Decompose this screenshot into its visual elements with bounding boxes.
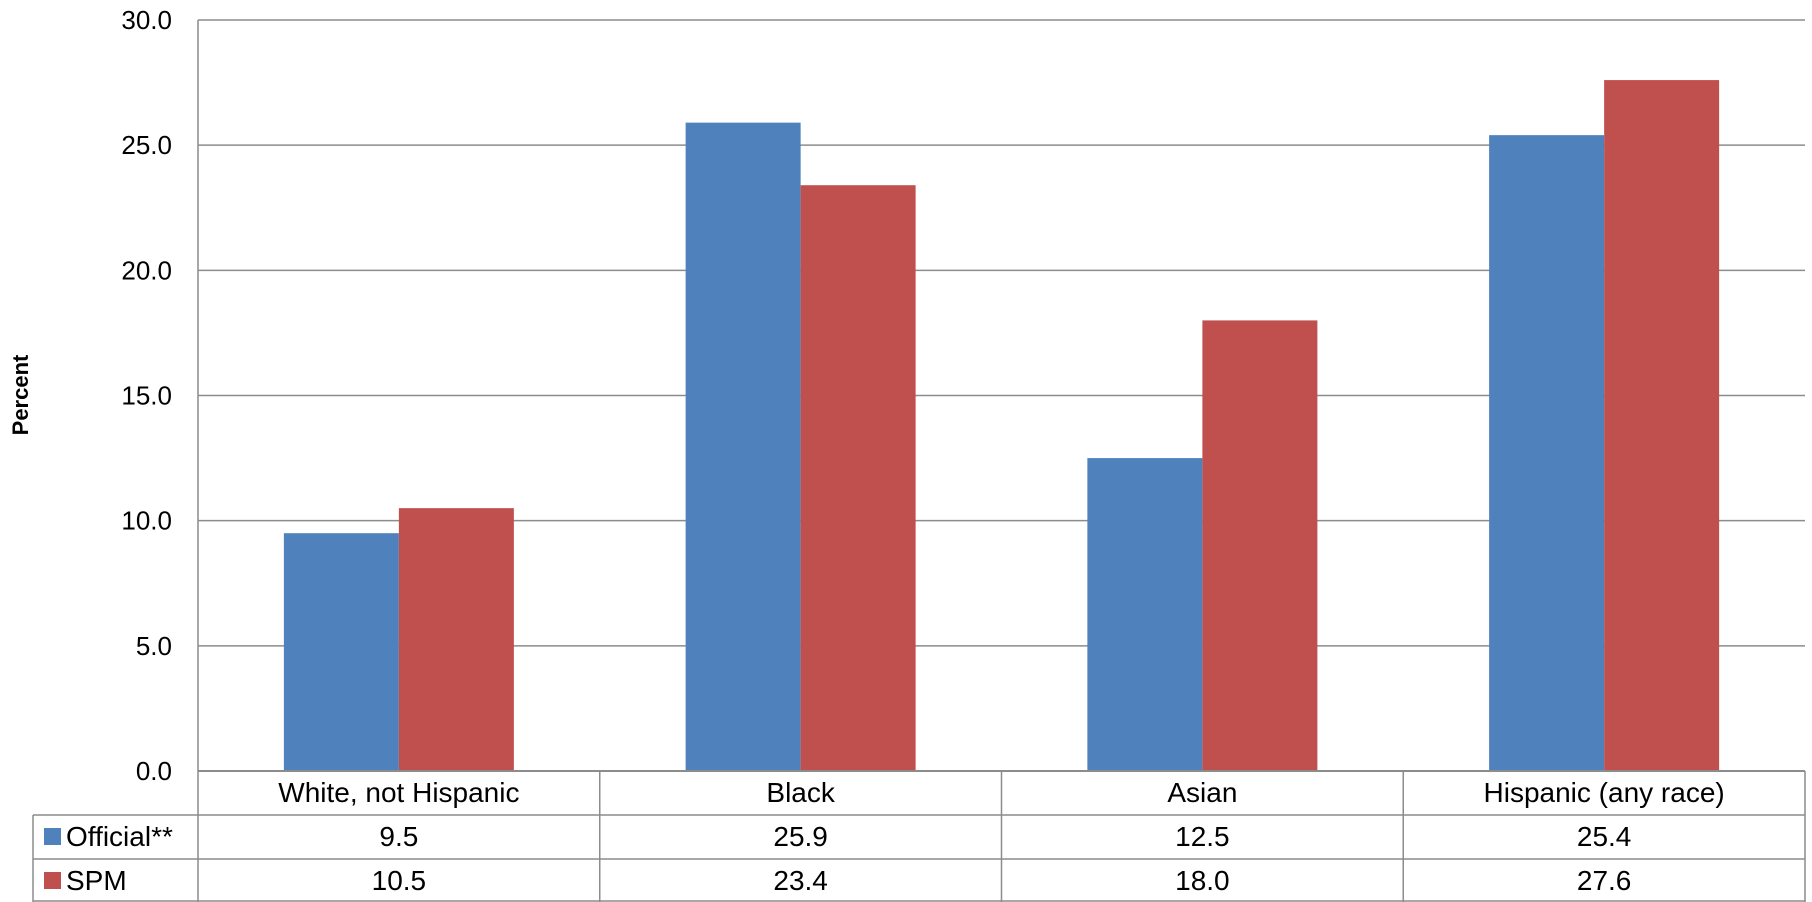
legend-label: SPM [66,865,127,896]
y-tick-label: 0.0 [136,756,172,786]
data-label: 25.9 [773,821,828,852]
category-label: White, not Hispanic [278,777,519,808]
y-tick-label: 30.0 [121,5,172,35]
bar-official-2 [1087,458,1203,771]
bars [283,80,1720,772]
category-label: Hispanic (any race) [1484,777,1725,808]
bar-official-1 [685,122,801,772]
bar-official-0 [283,533,399,771]
data-label: 18.0 [1175,865,1230,896]
data-label: 9.5 [379,821,418,852]
data-label: 10.5 [372,865,427,896]
bar-spm-2 [1202,320,1318,771]
y-tick-label: 20.0 [121,255,172,285]
y-tick-label: 25.0 [121,130,172,160]
data-label: 25.4 [1577,821,1632,852]
y-tick-label: 15.0 [121,381,172,411]
data-label: 27.6 [1577,865,1632,896]
y-tick-label: 10.0 [121,506,172,536]
y-axis-label: Percent [8,354,33,435]
bar-spm-0 [398,508,514,771]
y-axis-ticks: 0.0 5.0 10.0 15.0 20.0 25.0 30.0 [121,5,172,786]
data-label: 12.5 [1175,821,1230,852]
category-label: Asian [1167,777,1237,808]
bar-spm-1 [800,185,916,772]
legend-swatch [44,872,61,889]
data-label: 23.4 [773,865,828,896]
legend-label: Official** [66,821,173,852]
category-label: Black [766,777,835,808]
legend-swatch [44,828,61,845]
bar-spm-3 [1604,80,1720,771]
y-tick-label: 5.0 [136,631,172,661]
bar-official-3 [1489,135,1605,772]
data-table: White, not Hispanic Black Asian Hispanic (a… [32,771,1806,902]
